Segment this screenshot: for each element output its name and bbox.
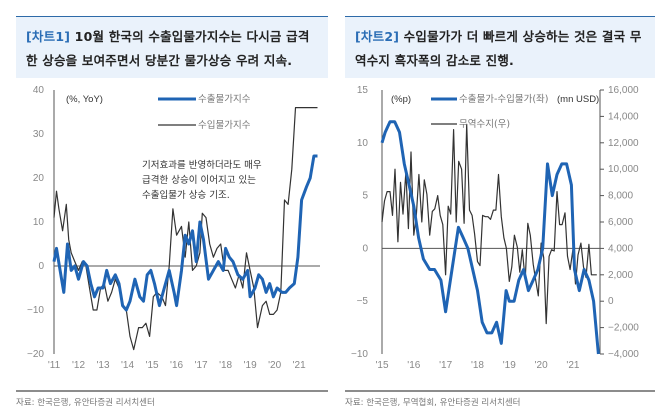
y-tick-label-right: 14,000 [608, 111, 639, 122]
y-tick-label-right: 16,000 [608, 85, 639, 96]
y-tick-label-right: 6,000 [608, 217, 633, 228]
chart1-export-import-price-index: 40 30 20 10 0 −10 −20 '11 '12 '13 '14 '15 '16 '17 '18 '… [27, 85, 320, 371]
chart2-header: [차트2] 수입물가가 더 빠르게 상승하는 것은 결국 무역수지 흑자폭의 감… [345, 16, 655, 78]
x-tick-label: '17 [439, 360, 452, 371]
y-tick-label-left: 10 [357, 138, 369, 149]
y-tick-label-left: 15 [357, 85, 369, 96]
legend-label-import: 수입물가지수 [198, 119, 251, 131]
chart1-unit-label: (%, YoY) [66, 94, 103, 105]
y-tick-label: −10 [27, 305, 44, 316]
y-tick-label-right: 2,000 [608, 270, 633, 281]
chart2-price-gap-trade-balance: 15 10 5 0 −5 −10 16,000 14,000 12,000 10,000 8,000… [351, 85, 639, 371]
chart2-unit-right: (mn USD) [557, 94, 599, 105]
y-tick-label: −20 [27, 349, 44, 360]
x-tick-label: '12 [72, 360, 85, 371]
y-tick-label-left: −5 [357, 296, 369, 307]
y-tick-label-left: 0 [362, 243, 368, 254]
legend-label-price-gap: 수출물가-수입물가(좌) [459, 93, 549, 105]
y-tick-label-right: 10,000 [608, 164, 639, 175]
series-line-import-price [53, 107, 318, 351]
y-tick-label-right: −2,000 [608, 323, 639, 334]
chart2-tag: [차트2] [355, 29, 400, 44]
x-tick-label: '20 [535, 360, 548, 371]
y-tick-label-left: −10 [351, 349, 368, 360]
series-line-trade-balance [381, 123, 597, 325]
x-tick-label: '19 [503, 360, 516, 371]
annotation-line-1: 기저효과를 반영하더라도 매우 [142, 159, 262, 171]
y-tick-label-right: 0 [608, 296, 614, 307]
y-tick-label: 10 [33, 217, 45, 228]
y-tick-label-right: 4,000 [608, 243, 633, 254]
y-tick-label-left: 5 [362, 191, 368, 202]
x-tick-label: '14 [121, 360, 134, 371]
chart2-unit-left: (%p) [391, 94, 411, 105]
chart2-source: 자료: 한국은행, 무역협회, 유안타증권 리서치센터 [345, 398, 521, 408]
y-tick-label-right: 12,000 [608, 138, 639, 149]
x-tick-label: '13 [97, 360, 110, 371]
annotation-line-3: 수출입물가 상승 기조. [142, 189, 230, 201]
x-tick-label: '15 [375, 360, 388, 371]
legend-label-export: 수출물가지수 [198, 94, 251, 105]
y-tick-label-right: −4,000 [608, 349, 639, 360]
y-tick-label: 0 [38, 261, 44, 272]
x-tick-label: '18 [219, 360, 232, 371]
series-line-price-gap [380, 120, 600, 355]
chart2-footer-divider [345, 390, 655, 392]
x-tick-label: '16 [170, 360, 183, 371]
x-tick-label: '21 [293, 360, 306, 371]
y-tick-label: 20 [33, 173, 45, 184]
chart1-header: [차트1] 10월 한국의 수출입물가지수는 다시금 급격한 상승을 보여주면서… [16, 16, 328, 78]
x-tick-label: '16 [407, 360, 420, 371]
series-line-export-price [52, 154, 318, 312]
x-tick-label: '20 [268, 360, 281, 371]
annotation-line-2: 급격한 상승이 이어지고 있는 [142, 174, 256, 186]
chart2-title: 수입물가가 더 빠르게 상승하는 것은 결국 무역수지 흑자폭의 감소로 진행. [355, 29, 642, 68]
y-tick-label-right: 8,000 [608, 191, 633, 202]
chart1-source: 자료: 한국은행, 유안타증권 리서치센터 [16, 398, 155, 408]
y-tick-label: 40 [33, 85, 45, 96]
x-tick-label: '11 [48, 360, 61, 371]
x-tick-label: '17 [195, 360, 208, 371]
legend-label-trade-balance: 무역수지(우) [459, 119, 510, 130]
y-tick-label: 30 [33, 129, 45, 140]
chart1-footer-divider [16, 390, 328, 392]
chart1-title: 10월 한국의 수출입물가지수는 다시금 급격한 상승을 보여주면서 당분간 물… [26, 29, 310, 68]
chart1-tag: [차트1] [26, 29, 71, 44]
x-tick-label: '18 [471, 360, 484, 371]
x-tick-label: '15 [146, 360, 159, 371]
x-tick-label: '21 [566, 360, 579, 371]
x-tick-label: '19 [244, 360, 257, 371]
